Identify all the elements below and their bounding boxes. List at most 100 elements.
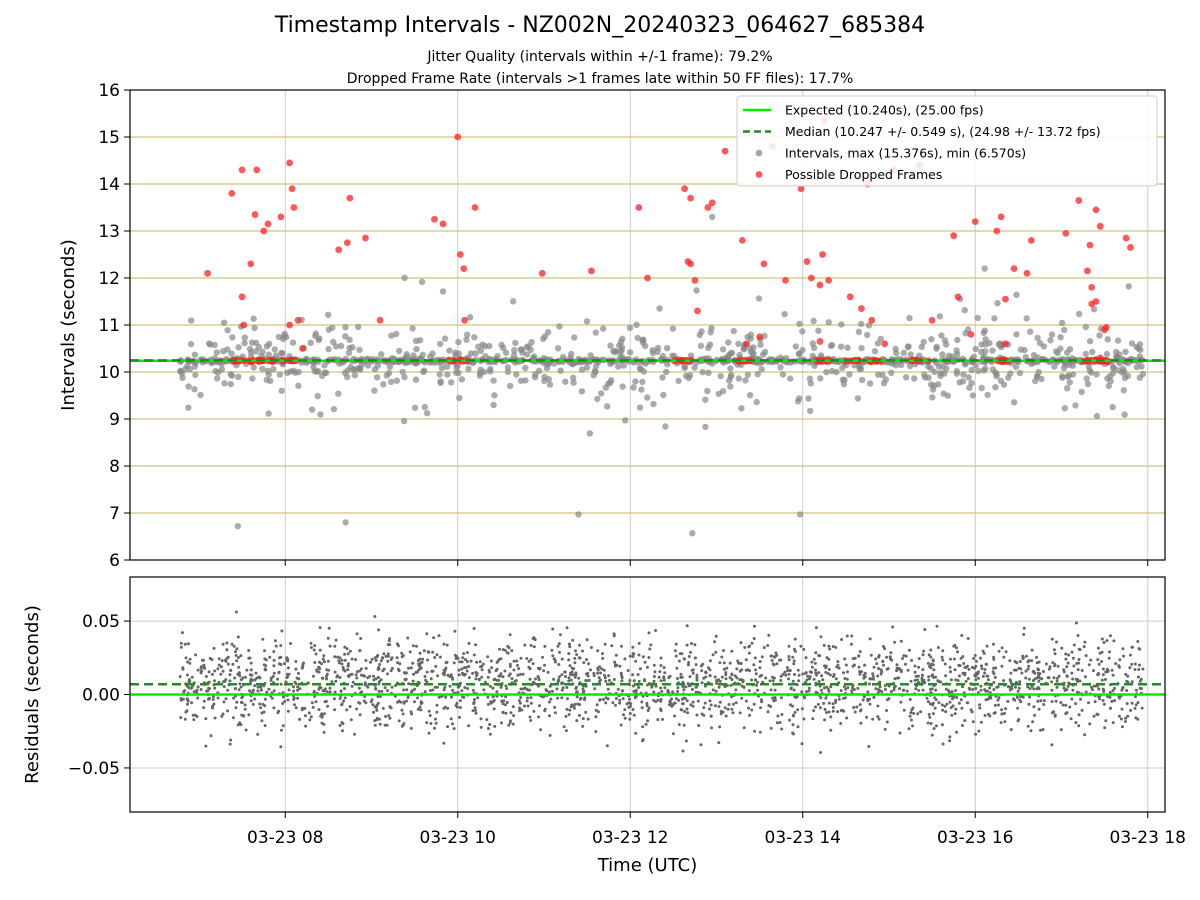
- residual-point: [237, 671, 241, 675]
- residual-point: [333, 708, 337, 712]
- residual-point: [467, 676, 471, 680]
- interval-point: [669, 325, 677, 332]
- interval-point: [271, 346, 278, 353]
- residual-point: [1084, 690, 1088, 694]
- interval-point: [735, 375, 742, 382]
- interval-point: [278, 387, 285, 394]
- residual-point: [1039, 699, 1043, 703]
- residual-point: [974, 732, 978, 736]
- residual-point: [676, 690, 680, 693]
- interval-point: [511, 347, 518, 354]
- residual-point: [909, 718, 913, 722]
- residual-point: [905, 689, 909, 693]
- residual-point: [455, 701, 459, 705]
- residual-point: [616, 687, 620, 691]
- residual-point: [404, 671, 408, 675]
- residual-point: [581, 649, 584, 653]
- interval-point: [373, 374, 381, 381]
- residual-point: [263, 657, 267, 661]
- residual-point: [346, 662, 350, 666]
- residual-point: [234, 650, 237, 654]
- interval-point: [936, 313, 943, 320]
- residual-point: [429, 722, 433, 725]
- residual-point: [893, 677, 897, 681]
- intervals-y-axis-label: Intervals (seconds): [58, 239, 79, 411]
- interval-point: [491, 392, 498, 399]
- residual-point: [1068, 705, 1072, 709]
- residual-point: [858, 650, 862, 654]
- residual-point: [940, 723, 944, 727]
- residual-point: [333, 655, 337, 659]
- chart-title: Timestamp Intervals - NZ002N_20240323_06…: [274, 13, 926, 38]
- residual-point: [557, 642, 561, 646]
- dropped-frame-point: [816, 338, 824, 345]
- residual-point: [307, 711, 311, 715]
- residual-point: [760, 700, 764, 704]
- residual-point: [846, 686, 850, 690]
- residual-point: [1050, 688, 1054, 692]
- residual-point: [600, 652, 604, 656]
- residual-point: [581, 717, 585, 721]
- dropped-frame-point: [881, 340, 889, 348]
- residual-point: [377, 717, 381, 721]
- interval-point: [1086, 338, 1094, 345]
- interval-point: [978, 348, 985, 355]
- residual-point: [542, 669, 546, 673]
- residual-point: [779, 696, 783, 700]
- residual-point: [837, 697, 841, 701]
- residual-point: [707, 666, 710, 670]
- residual-point: [603, 642, 607, 646]
- residual-point: [201, 658, 204, 662]
- residual-point: [962, 662, 966, 665]
- residual-point: [366, 676, 370, 680]
- residual-point: [789, 686, 793, 690]
- residual-point: [647, 706, 651, 710]
- residual-point: [231, 662, 235, 666]
- residual-point: [1096, 713, 1100, 717]
- residual-point: [869, 653, 873, 657]
- interval-point: [1105, 382, 1113, 390]
- residual-point: [247, 713, 251, 717]
- residual-point: [885, 709, 888, 712]
- interval-point: [1059, 373, 1066, 380]
- residual-point: [532, 709, 536, 713]
- residual-point: [575, 695, 579, 699]
- interval-point: [954, 336, 961, 344]
- residual-point: [704, 670, 708, 674]
- interval-point: [346, 336, 353, 343]
- residual-point: [756, 688, 759, 692]
- interval-point: [961, 307, 968, 314]
- residual-point: [618, 701, 621, 705]
- residual-point: [955, 696, 959, 699]
- residual-point: [611, 701, 615, 705]
- residual-point: [517, 667, 521, 671]
- dropped-frame-point: [286, 321, 293, 329]
- interval-point: [907, 351, 914, 358]
- residual-point: [328, 686, 332, 690]
- residual-point: [792, 714, 795, 718]
- interval-point: [265, 351, 272, 358]
- residual-point: [389, 706, 393, 710]
- residual-point: [460, 671, 464, 675]
- dropped-frame-point: [277, 213, 285, 221]
- interval-point: [570, 379, 577, 386]
- residual-point: [1077, 658, 1081, 661]
- residual-point: [815, 673, 818, 677]
- residual-point: [876, 674, 880, 678]
- residual-point: [927, 678, 931, 682]
- residual-point: [603, 673, 606, 677]
- interval-point: [213, 349, 220, 356]
- residual-point: [904, 654, 908, 658]
- residual-point: [621, 697, 625, 701]
- residual-point: [594, 730, 598, 734]
- residual-point: [702, 706, 706, 710]
- residual-point: [446, 725, 450, 729]
- residual-point: [1077, 661, 1081, 665]
- residual-point: [189, 686, 193, 690]
- interval-point: [972, 362, 980, 369]
- interval-point: [796, 395, 803, 402]
- residual-point: [324, 699, 328, 703]
- interval-point: [388, 332, 395, 339]
- residual-point: [185, 673, 189, 677]
